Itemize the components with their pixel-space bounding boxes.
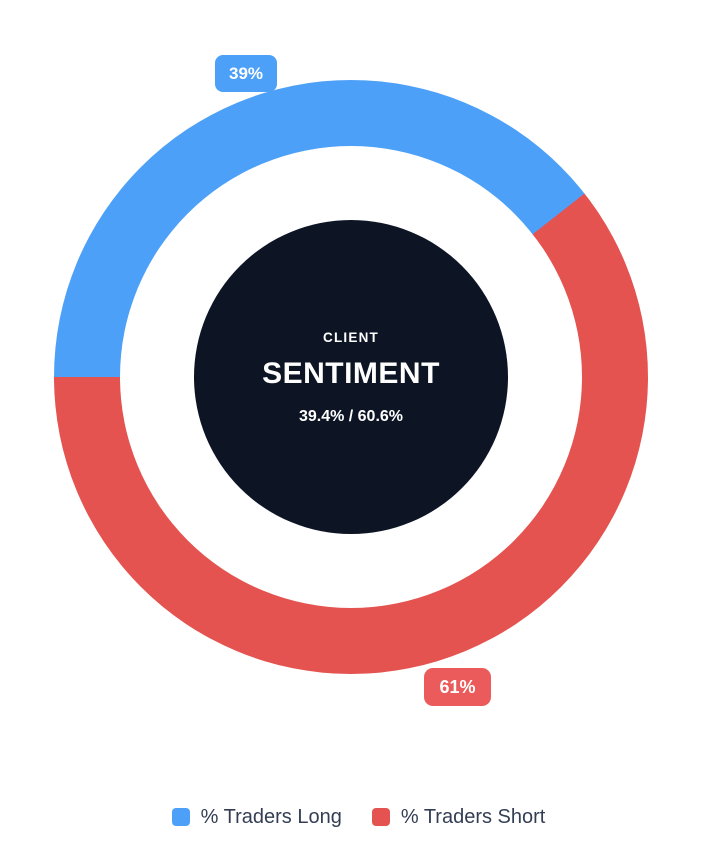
legend-item-traders-short[interactable]: % Traders Short bbox=[371, 804, 546, 830]
chart-legend: % Traders Long % Traders Short bbox=[0, 804, 717, 830]
legend-swatch-short-icon bbox=[371, 808, 390, 826]
badge-traders-short: 61% bbox=[424, 668, 491, 706]
badge-traders-long: 39% bbox=[215, 55, 277, 92]
legend-item-traders-long[interactable]: % Traders Long bbox=[171, 804, 342, 830]
center-label-main: SENTIMENT bbox=[262, 356, 440, 390]
legend-label-short: % Traders Short bbox=[400, 806, 546, 828]
center-disc: CLIENT SENTIMENT 39.4% / 60.6% bbox=[194, 220, 508, 534]
center-label-sub: 39.4% / 60.6% bbox=[298, 407, 404, 425]
center-label-top: CLIENT bbox=[323, 329, 379, 345]
legend-swatch-long-icon bbox=[171, 808, 190, 826]
legend-label-long: % Traders Long bbox=[200, 806, 342, 828]
